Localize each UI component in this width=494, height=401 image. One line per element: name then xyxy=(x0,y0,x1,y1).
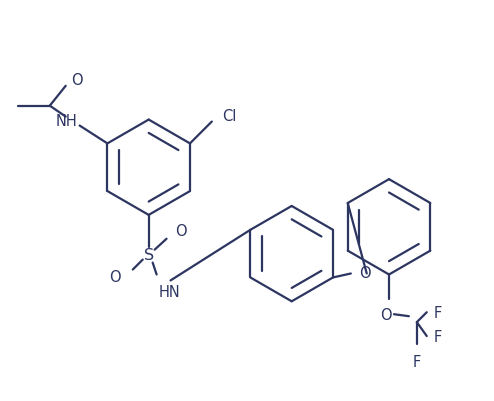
Text: O: O xyxy=(175,224,187,239)
Text: O: O xyxy=(71,73,82,88)
Text: NH: NH xyxy=(56,114,78,129)
Text: Cl: Cl xyxy=(222,109,236,124)
Text: S: S xyxy=(144,247,154,263)
Text: F: F xyxy=(412,354,421,369)
Text: O: O xyxy=(359,265,370,280)
Text: O: O xyxy=(109,269,121,284)
Text: F: F xyxy=(434,305,442,320)
Text: HN: HN xyxy=(159,285,180,300)
Text: F: F xyxy=(434,329,442,344)
Text: O: O xyxy=(380,308,392,322)
